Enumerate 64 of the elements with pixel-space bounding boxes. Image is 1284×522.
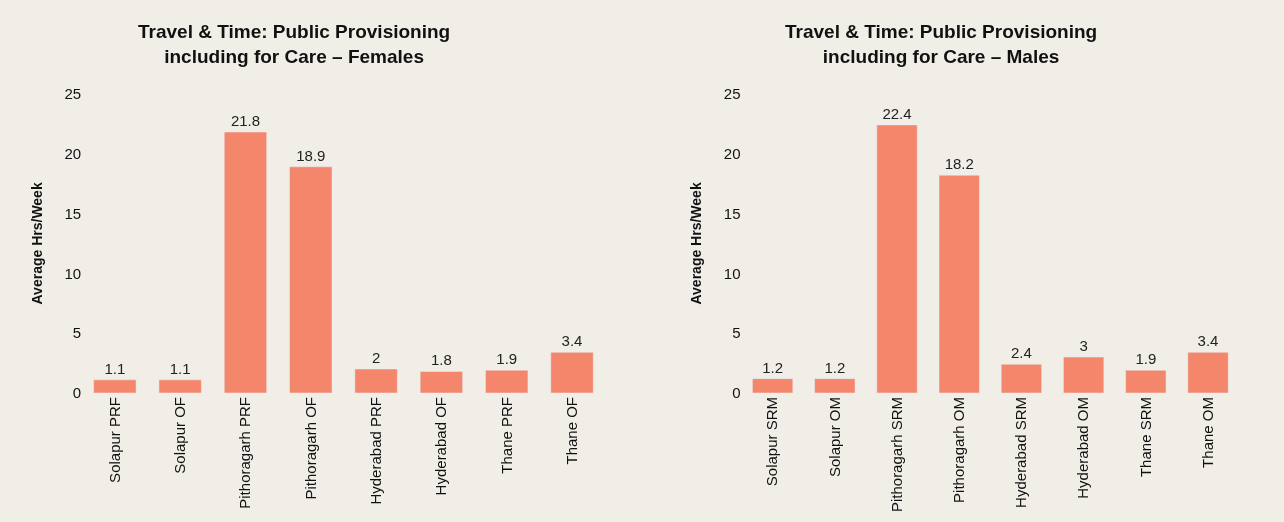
y-tick-label: 20 xyxy=(723,144,741,162)
x-tick-label: Solapur OM xyxy=(825,397,843,478)
data-label: 18.9 xyxy=(296,146,326,164)
bar xyxy=(1063,356,1105,393)
data-label: 1.2 xyxy=(762,358,784,376)
data-label: 3.4 xyxy=(561,332,583,350)
x-tick-label: Pithoragarh OM xyxy=(950,397,968,503)
data-label: 3.4 xyxy=(1197,332,1219,350)
y-tick-label: 10 xyxy=(723,264,741,282)
x-tick-label: Hyderabad OM xyxy=(1074,397,1092,499)
data-label: 1.1 xyxy=(169,359,191,377)
bar xyxy=(289,166,333,393)
x-tick-label: Pithoragarh SRM xyxy=(887,397,905,513)
bar xyxy=(550,352,594,393)
x-tick-label: Hyderabad OF xyxy=(432,397,450,496)
data-label: 2 xyxy=(371,349,381,367)
data-label: 1.1 xyxy=(104,359,126,377)
bar xyxy=(814,378,856,393)
bar xyxy=(1187,352,1229,393)
data-label: 1.9 xyxy=(496,350,518,368)
y-tick-label: 5 xyxy=(72,324,82,342)
y-tick-label: 10 xyxy=(64,264,82,282)
data-label: 1.8 xyxy=(430,351,452,369)
x-tick-label: Solapur PRF xyxy=(105,397,123,483)
x-tick-label: Hyderabad PRF xyxy=(366,397,384,505)
y-tick-label: 20 xyxy=(64,144,82,162)
x-tick-label: Thane OF xyxy=(562,397,580,465)
y-axis-title: Average Hrs/Week xyxy=(29,182,46,305)
data-label: 21.8 xyxy=(230,112,261,130)
bar xyxy=(419,371,463,393)
bar xyxy=(485,370,529,393)
bar xyxy=(93,379,137,393)
y-tick-label: 25 xyxy=(64,85,82,103)
y-tick-label: 15 xyxy=(723,204,741,222)
chart-title: Travel & Time: Public Provisioning including for Care – Females xyxy=(138,21,451,67)
bar xyxy=(1000,364,1042,393)
x-tick-label: Pithoragarh OF xyxy=(301,397,319,500)
x-tick-label: Thane SRM xyxy=(1136,397,1154,478)
data-label: 2.4 xyxy=(1011,344,1032,362)
x-tick-label: Hyderabad SRM xyxy=(1012,397,1030,508)
x-tick-label: Solapur OF xyxy=(171,397,189,474)
bar xyxy=(1125,370,1167,393)
y-tick-label: 5 xyxy=(732,324,741,342)
x-tick-label: Thane PRF xyxy=(497,397,515,474)
y-axis-title: Average Hrs/Week xyxy=(688,182,705,305)
y-tick-label: 15 xyxy=(64,204,82,222)
x-tick-label: Pithoragarh PRF xyxy=(236,397,254,509)
y-tick-label: 0 xyxy=(72,384,82,402)
data-label: 3 xyxy=(1079,337,1088,355)
bar xyxy=(224,131,267,393)
bar xyxy=(354,368,398,393)
bar xyxy=(158,379,202,393)
x-tick-label: Solapur SRM xyxy=(763,397,781,487)
y-tick-label: 25 xyxy=(723,85,741,103)
bar xyxy=(938,174,980,393)
x-tick-label: Thane OM xyxy=(1198,397,1216,468)
data-label: 22.4 xyxy=(882,104,912,122)
bar xyxy=(876,124,918,393)
data-label: 1.9 xyxy=(1135,350,1157,368)
chart-title: Travel & Time: Public Provisioning including for Care – Males xyxy=(785,21,1098,67)
data-label: 1.2 xyxy=(824,358,846,376)
y-tick-label: 0 xyxy=(732,384,741,402)
data-label: 18.2 xyxy=(944,155,974,173)
bar xyxy=(752,378,794,393)
